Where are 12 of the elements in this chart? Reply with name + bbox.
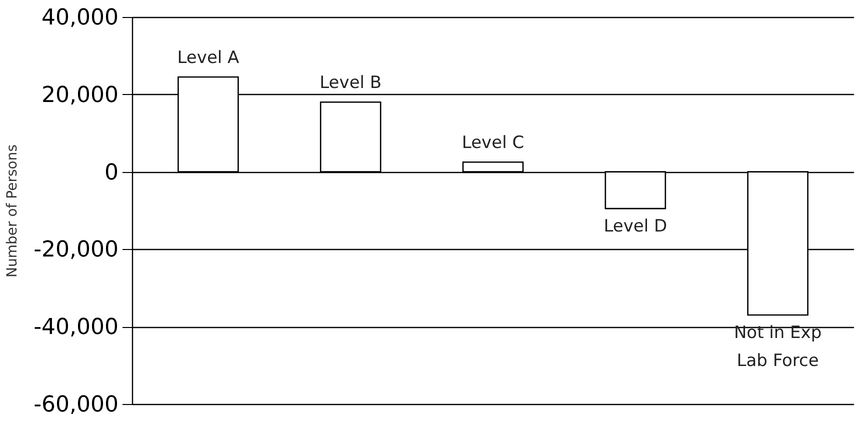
y-tick-label: 0 [104, 160, 118, 186]
y-tick-label: -20,000 [34, 238, 118, 263]
x-tick-label: Level A [177, 48, 240, 68]
x-tick-label: Level C [462, 133, 524, 154]
y-tick-label: -40,000 [34, 315, 118, 340]
x-tick-label: Level D [604, 216, 668, 237]
y-tick-label: 40,000 [42, 6, 118, 30]
y-tick-label: 20,000 [42, 82, 118, 108]
y-tick-label: -60,000 [34, 392, 118, 418]
x-tick-label: Level B [320, 73, 382, 94]
y-axis-title: Number of Persons [4, 144, 21, 278]
x-tick-label: Not in Exp Lab Force [734, 322, 822, 371]
